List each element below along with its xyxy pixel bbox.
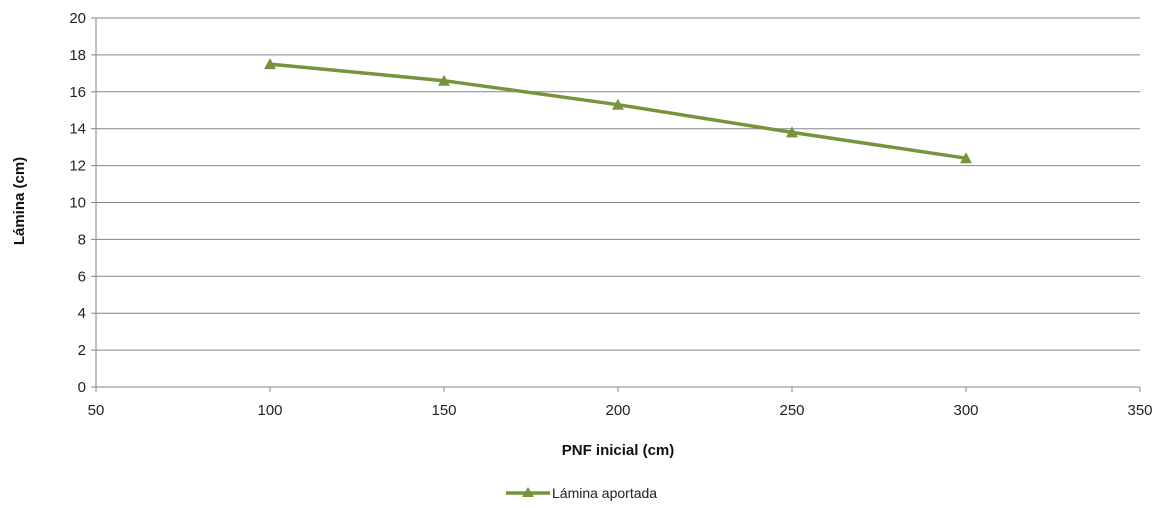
data-point-marker [438, 74, 450, 86]
x-tick-label: 100 [257, 402, 282, 419]
data-point-marker [612, 98, 624, 110]
data-point-marker [786, 126, 798, 138]
x-tick-label: 50 [88, 402, 105, 419]
y-tick-label: 6 [78, 268, 86, 285]
x-tick-label: 300 [953, 402, 978, 419]
x-tick-label: 350 [1127, 402, 1152, 419]
x-axis-title: PNF inicial (cm) [562, 442, 675, 459]
x-tick-label: 200 [605, 402, 630, 419]
data-point-marker [960, 152, 972, 164]
y-tick-label: 16 [69, 84, 86, 101]
axes [91, 17, 1141, 392]
y-tick-label: 20 [69, 10, 86, 27]
y-tick-labels: 0 2 4 6 8 10 12 14 16 18 20 [69, 10, 86, 396]
x-tick-label: 250 [779, 402, 804, 419]
y-tick-label: 8 [78, 231, 86, 248]
legend-marker-triangle [522, 487, 534, 497]
y-tick-label: 18 [69, 47, 86, 64]
x-tick-labels: 50 100 150 200 250 300 350 [88, 402, 1153, 419]
series-line [269, 62, 967, 160]
y-tick-label: 0 [78, 379, 86, 396]
y-axis-title: Lámina (cm) [11, 157, 28, 245]
x-tick-label: 150 [431, 402, 456, 419]
gridlines [96, 17, 1140, 351]
legend-label: Lámina aportada [552, 485, 657, 501]
y-tick-label: 12 [69, 158, 86, 175]
y-tick-label: 10 [69, 195, 86, 212]
legend: Lámina aportada [506, 485, 657, 501]
data-point-marker [264, 58, 276, 70]
series-layer [264, 58, 972, 164]
y-tick-label: 4 [78, 305, 86, 322]
y-tick-label: 2 [78, 342, 86, 359]
y-tick-label: 14 [69, 121, 86, 138]
